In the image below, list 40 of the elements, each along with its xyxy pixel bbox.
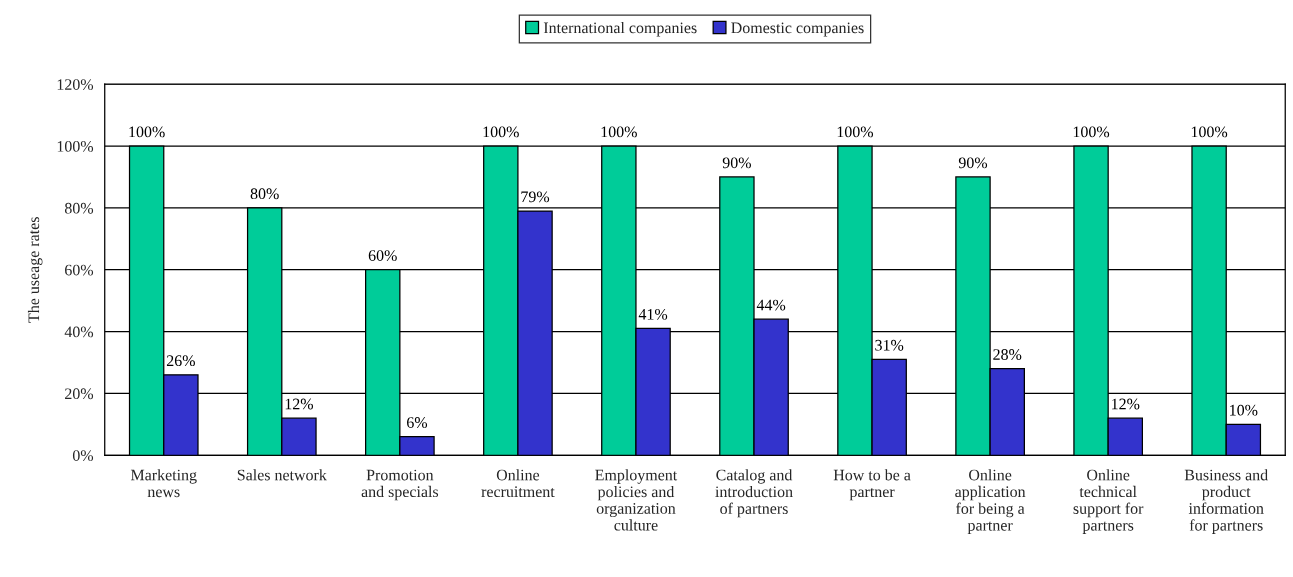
data-label: 90%	[722, 157, 751, 169]
x-tick-label: Online technical support for partners	[1073, 469, 1144, 534]
y-axis-title: The useage rates	[27, 217, 43, 323]
y-tick-label: 80%	[64, 202, 94, 214]
data-label: 26%	[166, 355, 195, 367]
data-label: 10%	[1230, 404, 1258, 416]
data-label: 100%	[601, 126, 637, 138]
data-label: 28%	[993, 349, 1022, 360]
data-label: 100%	[129, 126, 165, 138]
y-tick-label: 60%	[65, 264, 94, 276]
data-label: 90%	[958, 157, 988, 169]
x-tick-label: Catalog and introduction of partners	[715, 469, 793, 518]
x-tick-label: Online recruitment	[481, 469, 555, 498]
x-tick-label: Employment policies and organization culture	[595, 469, 678, 531]
x-tick-label: How to be a partner	[833, 469, 911, 501]
y-tick-label: 20%	[65, 388, 94, 400]
data-label: 79%	[521, 191, 550, 203]
y-tick-label: 100%	[57, 141, 94, 152]
x-tick-label: Online application for being a partner	[955, 469, 1026, 534]
x-tick-label: Promotion and specials	[361, 469, 439, 501]
data-label: 60%	[368, 250, 397, 261]
x-tick-label: Marketing news	[130, 469, 197, 498]
data-label: 41%	[638, 308, 668, 320]
y-tick-label: 40%	[64, 326, 94, 338]
data-label: 80%	[250, 188, 279, 200]
x-tick-label: Business and product information for partners	[1184, 469, 1268, 534]
data-label: 100%	[1191, 126, 1228, 138]
data-label: 6%	[407, 417, 428, 428]
x-tick-label: Sales network	[237, 469, 327, 481]
y-tick-label: 0%	[72, 450, 94, 461]
data-label: 44%	[756, 299, 786, 311]
y-tick-label: 120%	[57, 79, 94, 90]
data-label: 100%	[1073, 126, 1110, 138]
data-label: 100%	[837, 126, 874, 138]
data-label: 12%	[1112, 398, 1140, 410]
legend-label: International companies	[543, 21, 697, 37]
data-label: 100%	[483, 126, 519, 138]
legend-label: Domestic companies	[731, 22, 864, 37]
data-label: 12%	[285, 398, 314, 410]
data-label: 31%	[875, 339, 904, 351]
